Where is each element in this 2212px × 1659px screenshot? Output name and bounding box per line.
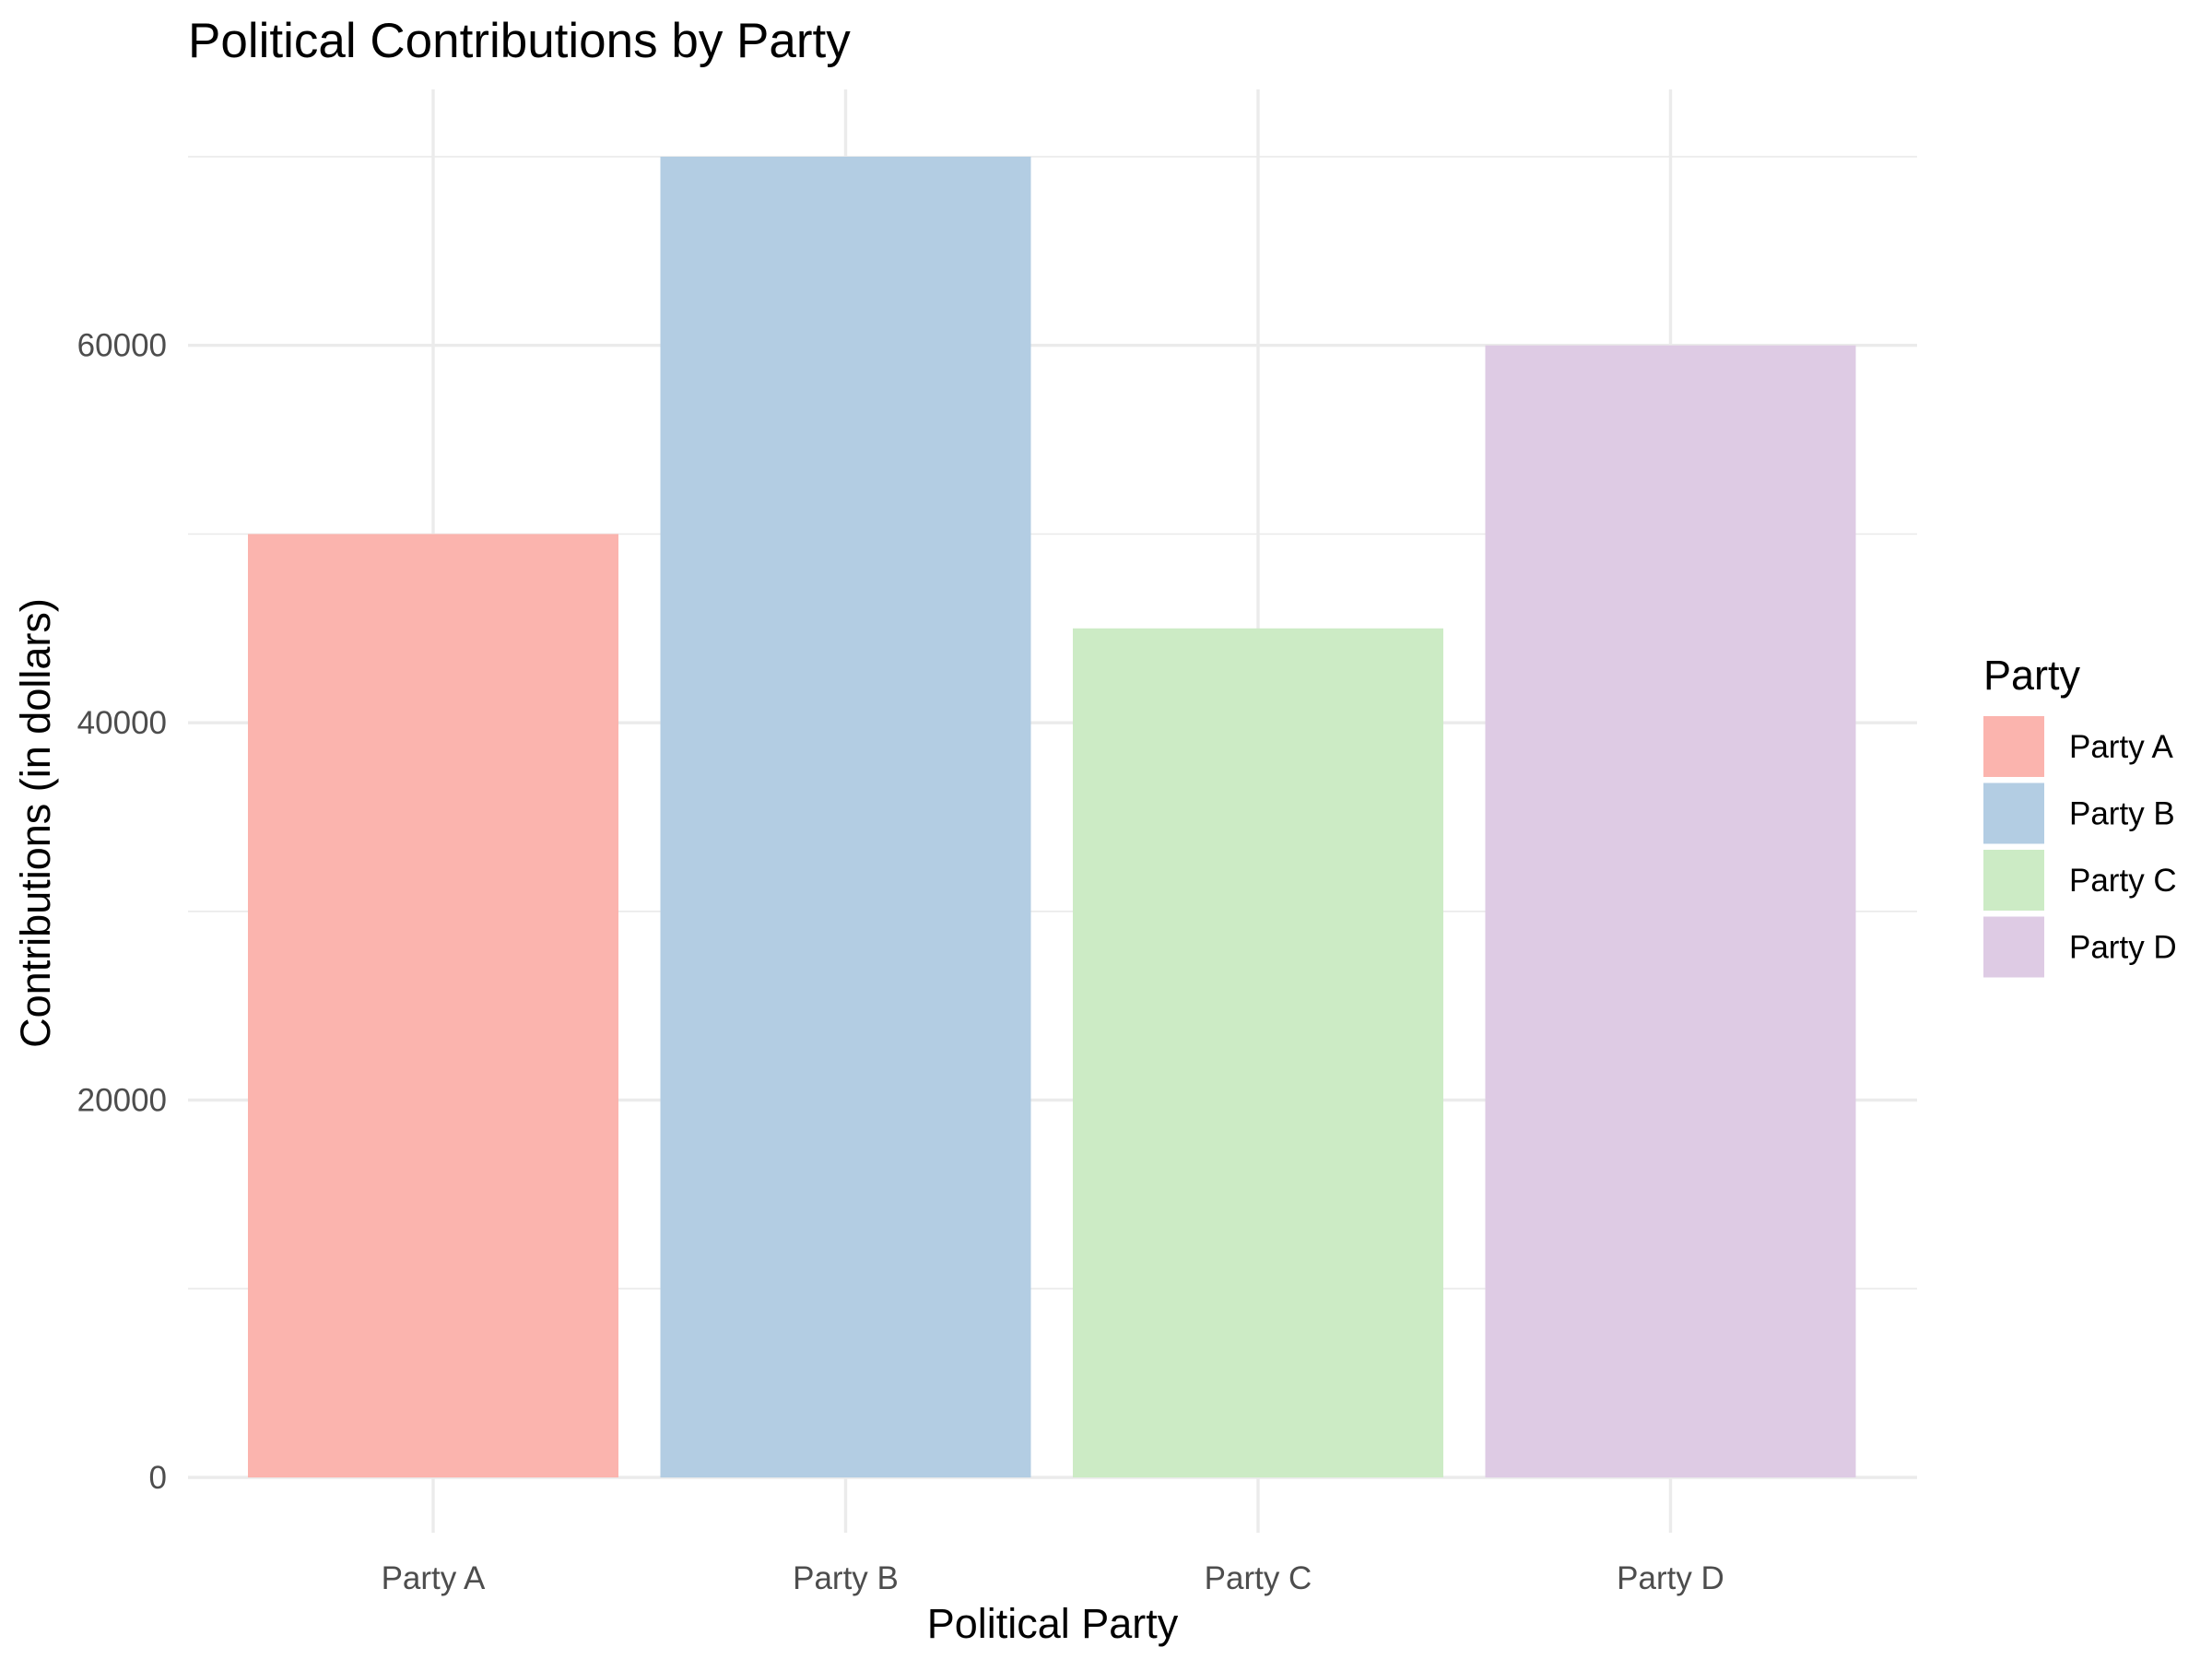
y-tick-label: 0	[149, 1460, 167, 1496]
bar-party-c	[1073, 628, 1443, 1477]
x-tick-label: Party C	[1205, 1560, 1312, 1596]
legend-label: Party A	[2069, 729, 2173, 765]
legend-swatch	[1983, 782, 2044, 844]
legend-label: Party D	[2069, 930, 2177, 966]
y-axis-title: Contributions (in dollars)	[12, 598, 59, 1048]
bar-party-d	[1485, 345, 1856, 1477]
legend-swatch	[1983, 916, 2044, 978]
legend: Party Party A Party B Party C Party D	[1983, 652, 2177, 978]
y-tick-label: 40000	[77, 705, 167, 741]
bar-party-a	[248, 534, 618, 1477]
chart-title: Political Contributions by Party	[188, 14, 851, 68]
legend-swatch	[1983, 850, 2044, 911]
x-tick-labels: Party A Party B Party C Party D	[382, 1560, 1724, 1596]
y-tick-label: 20000	[77, 1083, 167, 1119]
y-tick-labels: 0 20000 40000 60000	[77, 328, 167, 1496]
legend-label: Party C	[2069, 863, 2177, 899]
x-tick-label: Party A	[382, 1560, 486, 1596]
legend-title: Party	[1983, 652, 2081, 699]
x-tick-label: Party D	[1617, 1560, 1724, 1596]
y-tick-label: 60000	[77, 328, 167, 364]
bar-party-b	[660, 157, 1031, 1477]
legend-swatch	[1983, 716, 2044, 777]
legend-label: Party B	[2069, 796, 2175, 832]
x-tick-label: Party B	[793, 1560, 899, 1596]
x-axis-title: Political Party	[927, 1600, 1179, 1647]
bars	[248, 157, 1856, 1477]
